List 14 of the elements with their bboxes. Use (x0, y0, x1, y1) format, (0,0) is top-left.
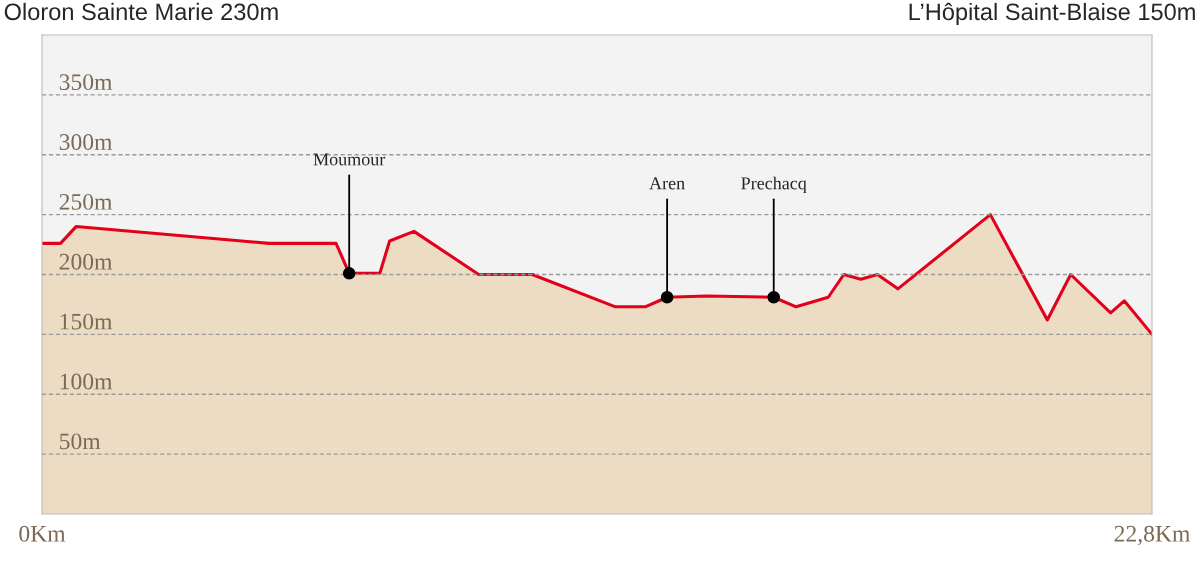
y-tick-label: 150m (60, 313, 113, 330)
x-tick-label: 0Km (19, 525, 66, 542)
chart-title: Oloron Sainte Marie 230m (4, 2, 278, 21)
annotation: Aren (649, 177, 685, 190)
y-tick-label: 200m (59, 253, 113, 270)
annotation: Moumour (313, 153, 386, 166)
y-tick-label: 100m (60, 373, 113, 390)
y-tick-label: 300m (59, 134, 113, 150)
y-tick-label: 50m (60, 433, 101, 450)
y-tick-label: 350m (59, 74, 113, 91)
y-tick-label: 250m (59, 193, 113, 210)
x-tick-label: 22,8Km (1114, 525, 1190, 546)
chart-subtitle: L’Hôpital Saint-Blaise 150m (909, 2, 1195, 25)
annotation: Prechacq (741, 176, 807, 194)
